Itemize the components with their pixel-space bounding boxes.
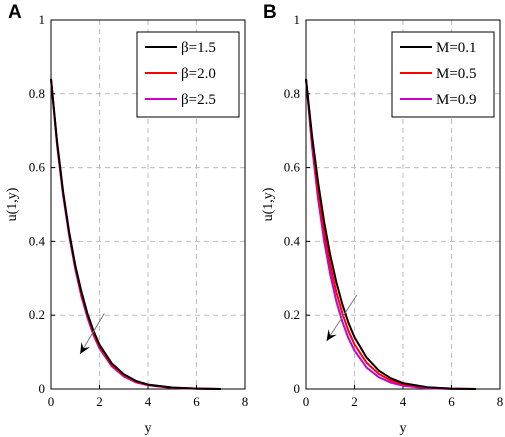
panel-b-y-tick-label: 0 — [294, 381, 301, 396]
panel-a-annotation-arrow-shaft — [79, 313, 105, 355]
panel-a-x-tick-label: 0 — [48, 394, 55, 409]
panel-a-x-tick-label: 6 — [193, 394, 200, 409]
panel-b-y-tick-label: 0.6 — [284, 160, 301, 175]
panel-b-annotation-arrow-head — [326, 329, 337, 342]
panel-b-x-tick-label: 4 — [400, 394, 407, 409]
panel-a-x-tick-label: 2 — [96, 394, 103, 409]
panel-b-x-tick-label: 6 — [448, 394, 455, 409]
panel-b-x-tick-label: 2 — [351, 394, 358, 409]
panel-b-x-tick-label: 8 — [497, 394, 504, 409]
panel-a-label: A — [8, 2, 22, 23]
panel-b-label: B — [263, 2, 277, 23]
panel-b-series-line-1 — [305, 78, 476, 390]
panel-a-x-tick-label: 4 — [145, 394, 152, 409]
panel-a-annotation-arrow-head — [80, 341, 91, 354]
panel-a-y-tick-label: 1 — [39, 12, 46, 27]
panel-a-y-tick-label: 0.2 — [29, 307, 45, 322]
panel-b-y-tick-label: 1 — [294, 12, 301, 27]
panel-b-y-tick-label: 0.8 — [284, 86, 300, 101]
panel-b-legend-label-1: M=0.1 — [436, 40, 477, 56]
panel-b-y-tick-label: 0.4 — [284, 233, 301, 248]
panel-a-y-axis-label: u(1,y) — [5, 187, 20, 221]
panel-a-legend-label-2: β=2.0 — [181, 66, 216, 82]
panel-a-series-line-3 — [50, 78, 221, 390]
panel-b-x-tick-label: 0 — [303, 394, 310, 409]
panel-a-y-tick-label: 0.8 — [29, 86, 45, 101]
panel-a-x-tick-label: 8 — [242, 394, 249, 409]
panel-b-series-line-2 — [305, 78, 476, 390]
panel-a-legend-label-3: β=2.5 — [181, 92, 216, 108]
panel-a-y-tick-label: 0.6 — [29, 160, 46, 175]
panel-b-y-axis-label: u(1,y) — [261, 187, 276, 221]
panel-a-y-tick-label: 0 — [39, 381, 46, 396]
panel-a-series-line-1 — [50, 78, 221, 390]
panel-b-series-line-3 — [305, 78, 476, 390]
panel-b-legend-label-3: M=0.9 — [436, 92, 477, 108]
panel-b-annotation-arrow-shaft — [326, 294, 358, 342]
panel-a-y-tick-label: 0.4 — [29, 233, 46, 248]
panel-b-y-tick-label: 0.2 — [284, 307, 300, 322]
panel-a-legend-label-1: β=1.5 — [181, 40, 216, 56]
panel-b-legend-label-2: M=0.5 — [436, 66, 477, 82]
panel-a-series-line-2 — [50, 78, 221, 390]
panel-b-x-axis-label: y — [400, 421, 407, 436]
panel-a-x-axis-label: y — [145, 421, 152, 436]
